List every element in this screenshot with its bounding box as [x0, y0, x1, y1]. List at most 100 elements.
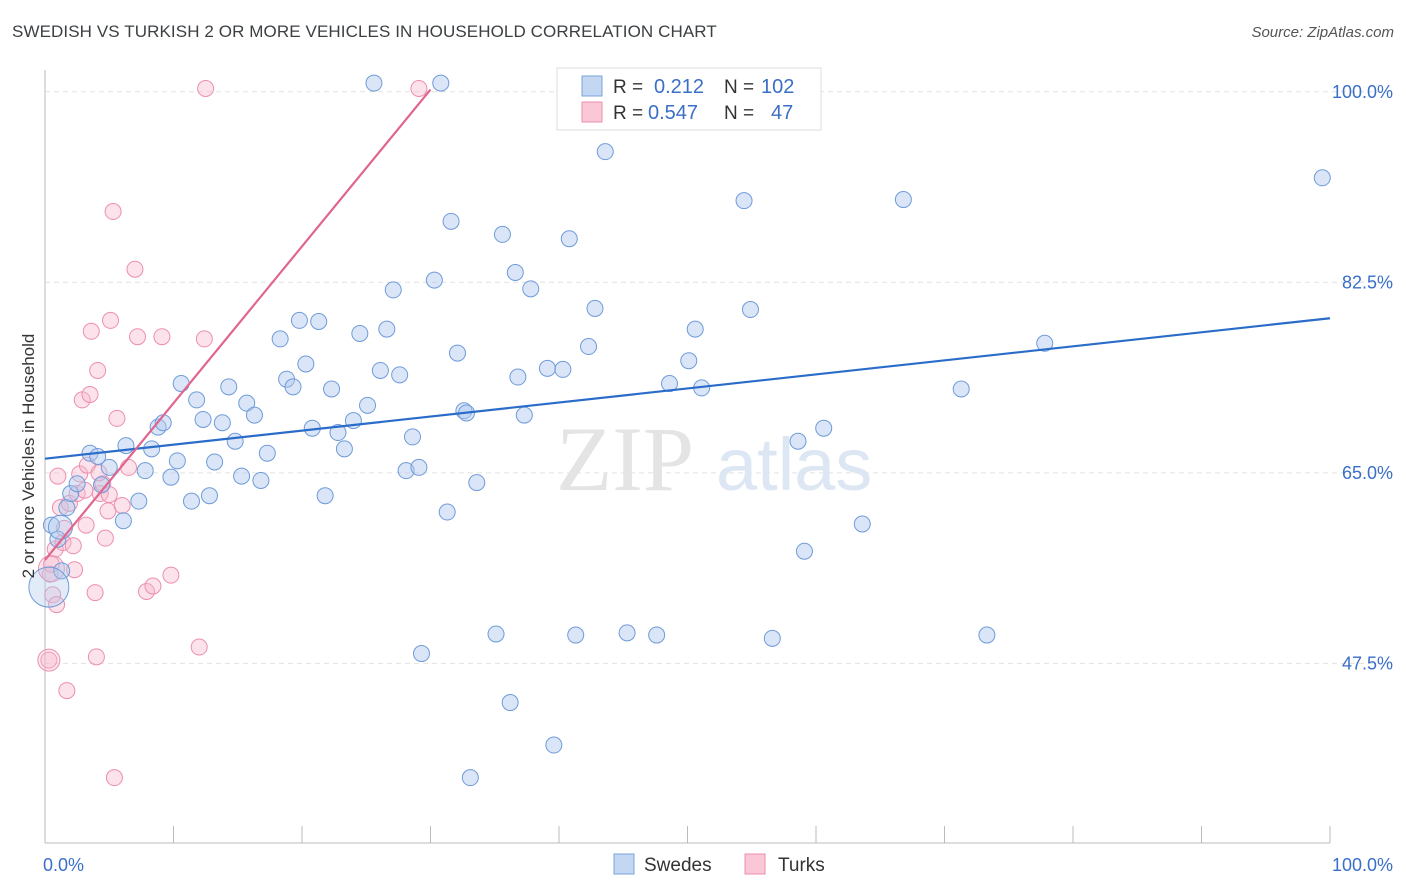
swedes-point	[522, 280, 540, 298]
swedes-point	[258, 444, 276, 462]
turks-n-value: 47	[771, 102, 793, 124]
turks-point	[54, 534, 72, 552]
legend-turks-swatch	[744, 853, 766, 875]
turks-point	[40, 651, 58, 669]
swedes-point	[245, 406, 263, 424]
swedes-point	[1313, 169, 1331, 187]
turks-point	[197, 80, 215, 98]
swedes-point	[188, 391, 206, 409]
swedes-point	[162, 468, 180, 486]
turks-r-label: R =	[613, 103, 643, 124]
turks-point	[102, 311, 120, 329]
swedes-point	[506, 264, 524, 282]
swedes-point	[661, 375, 679, 393]
swedes-point	[351, 324, 369, 342]
swedes-point	[310, 312, 328, 330]
axes	[44, 70, 1331, 844]
turks-point	[129, 328, 147, 346]
turks-point	[113, 496, 131, 514]
swedes-point	[233, 467, 251, 485]
swedes-point	[93, 476, 111, 494]
swedes-point	[200, 487, 218, 505]
swedes-point	[213, 414, 231, 432]
swedes-r-label: R =	[613, 77, 643, 98]
swedes-point	[461, 769, 479, 787]
swedes-point	[28, 566, 70, 608]
x-tick-label: 0.0%	[43, 855, 84, 875]
swedes-point	[815, 419, 833, 437]
stats-box: R = 0.212 N = 102 R = 0.547 N = 47	[556, 67, 822, 131]
y-tick-label: 47.5%	[1342, 653, 1393, 673]
swedes-point	[271, 330, 289, 348]
chart-title: SWEDISH VS TURKISH 2 OR MORE VEHICLES IN…	[12, 22, 717, 41]
swedes-point	[182, 492, 200, 510]
turks-point	[87, 648, 105, 666]
swedes-point	[410, 458, 428, 476]
turks-point	[66, 561, 84, 579]
swedes-point	[47, 514, 73, 540]
turks-point	[49, 467, 67, 485]
turks-trend-line	[44, 88, 432, 561]
turks-point	[58, 682, 76, 700]
swedes-point	[384, 281, 402, 299]
turks-point	[104, 203, 122, 221]
swedes-point	[100, 458, 118, 476]
swedes-point	[493, 225, 511, 243]
legend-swedes-swatch	[613, 853, 635, 875]
swedes-point	[455, 402, 473, 420]
turks-point	[82, 322, 100, 340]
turks-point	[94, 475, 112, 493]
swedes-point	[509, 368, 527, 386]
swedes-point	[114, 512, 132, 530]
turks-point	[410, 80, 428, 98]
swedes-point	[538, 359, 556, 377]
turks-point	[144, 577, 162, 595]
swedes-point	[952, 380, 970, 398]
swedes-point	[42, 516, 60, 534]
swedes-point	[618, 624, 636, 642]
swedes-point	[978, 626, 996, 644]
swedes-point	[297, 355, 315, 373]
swedes-point	[397, 462, 415, 480]
turks-point	[37, 648, 61, 672]
watermark-logo: ZIP	[556, 408, 694, 510]
turks-points	[37, 80, 428, 787]
swedes-trend-line	[44, 317, 1331, 460]
legend: Swedes Turks	[613, 853, 825, 876]
swedes-point	[378, 320, 396, 338]
swedes-point	[335, 440, 353, 458]
turks-r-value: 0.547	[648, 102, 698, 124]
swedes-point	[686, 320, 704, 338]
turks-point	[99, 502, 117, 520]
x-tick-label: 100.0%	[1332, 855, 1393, 875]
grid-lines	[45, 91, 1395, 664]
swedes-point	[1036, 334, 1054, 352]
swedes-swatch	[581, 75, 603, 97]
swedes-point	[130, 492, 148, 510]
turks-point	[108, 409, 126, 427]
swedes-point	[425, 271, 443, 289]
swedes-point	[432, 74, 450, 92]
y-tick-label: 82.5%	[1342, 272, 1393, 292]
swedes-point	[359, 396, 377, 414]
chart-source: Source: ZipAtlas.com	[1251, 24, 1394, 41]
legend-turks-label: Turks	[778, 855, 825, 876]
swedes-point	[68, 475, 86, 493]
trend-lines	[44, 88, 1331, 561]
swedes-point	[136, 462, 154, 480]
swedes-point	[58, 499, 76, 517]
legend-swedes-label: Swedes	[644, 855, 712, 876]
turks-point	[77, 516, 95, 534]
swedes-point	[220, 378, 238, 396]
turks-point	[96, 529, 114, 547]
swedes-point	[735, 192, 753, 210]
swedes-point	[404, 428, 422, 446]
turks-point	[195, 330, 213, 348]
swedes-point	[172, 375, 190, 393]
swedes-point	[329, 424, 347, 442]
turks-point	[190, 638, 208, 656]
turks-point	[44, 586, 62, 604]
swedes-point	[53, 562, 71, 580]
swedes-point	[413, 645, 431, 663]
swedes-r-value: 0.212	[654, 76, 704, 98]
